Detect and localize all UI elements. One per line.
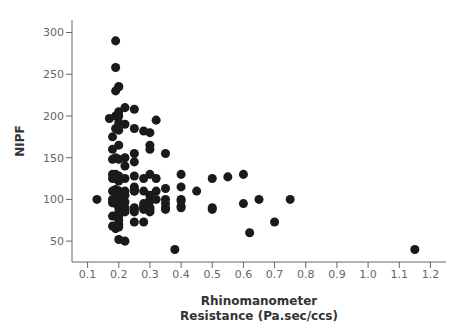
svg-text:Resistance (Pa.sec/ccs): Resistance (Pa.sec/ccs) bbox=[180, 309, 338, 323]
svg-text:NIPF: NIPF bbox=[13, 125, 27, 157]
svg-text:0.3: 0.3 bbox=[141, 268, 159, 281]
svg-text:1.0: 1.0 bbox=[359, 268, 377, 281]
svg-text:250: 250 bbox=[43, 68, 64, 81]
svg-text:1.1: 1.1 bbox=[391, 268, 409, 281]
svg-text:0.7: 0.7 bbox=[266, 268, 284, 281]
svg-text:300: 300 bbox=[43, 26, 64, 39]
svg-text:0.8: 0.8 bbox=[297, 268, 315, 281]
svg-text:50: 50 bbox=[50, 235, 64, 248]
svg-text:0.1: 0.1 bbox=[79, 268, 97, 281]
svg-text:0.9: 0.9 bbox=[328, 268, 346, 281]
svg-text:1.2: 1.2 bbox=[422, 268, 440, 281]
svg-text:0.6: 0.6 bbox=[235, 268, 253, 281]
svg-text:150: 150 bbox=[43, 152, 64, 165]
svg-text:Rhinomanometer: Rhinomanometer bbox=[201, 294, 318, 308]
svg-text:0.4: 0.4 bbox=[172, 268, 190, 281]
svg-text:200: 200 bbox=[43, 110, 64, 123]
svg-text:0.2: 0.2 bbox=[110, 268, 128, 281]
svg-text:0.5: 0.5 bbox=[204, 268, 222, 281]
svg-text:100: 100 bbox=[43, 193, 64, 206]
